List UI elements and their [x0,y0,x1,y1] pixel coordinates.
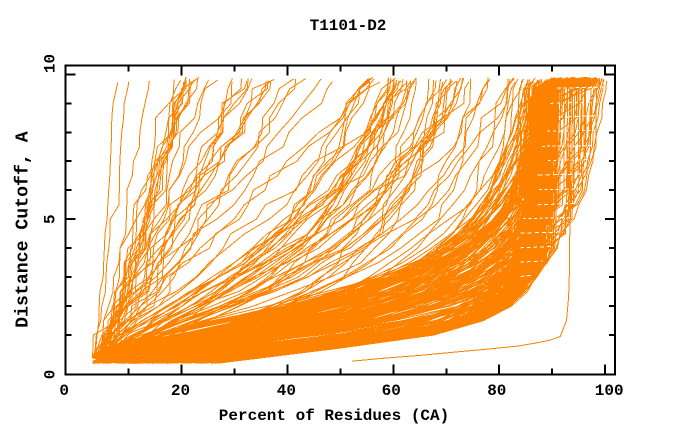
svg-text:T1101-D2: T1101-D2 [310,17,387,35]
svg-text:5: 5 [42,214,60,224]
svg-text:10: 10 [42,54,60,73]
svg-text:0: 0 [59,382,69,400]
svg-text:100: 100 [595,382,624,400]
svg-text:60: 60 [382,382,401,400]
svg-text:0: 0 [42,370,60,380]
svg-text:40: 40 [277,382,296,400]
svg-text:20: 20 [171,382,190,400]
svg-text:80: 80 [487,382,506,400]
svg-text:Distance Cutoff, A: Distance Cutoff, A [14,131,34,328]
svg-text:Percent of Residues (CA): Percent of Residues (CA) [219,407,449,425]
